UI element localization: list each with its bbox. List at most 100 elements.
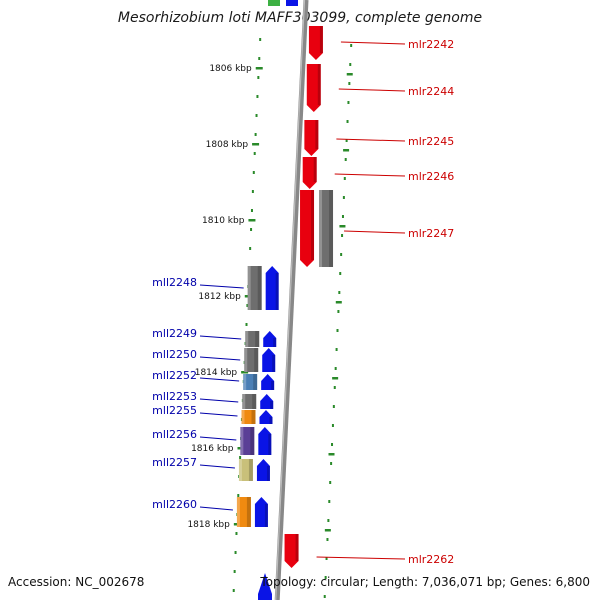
gene-label-leader [199,464,235,469]
reverse-gene-mll2248 [247,266,279,310]
forward-arrow [306,64,321,112]
reverse-gene-mll2253 [242,394,274,409]
gene-label: mll2250 [152,348,197,361]
gene-label: mlr2245 [408,135,454,148]
forward-gene-mlr2246 [302,157,317,189]
guide-dot [340,253,343,256]
forward-gene-mlr2244 [306,64,321,112]
forward-arrow [284,534,299,568]
gene-block [245,331,260,347]
guide-dot [233,570,236,573]
gene-block [247,266,262,310]
reverse-arrow [261,374,275,390]
accession-text: Accession: NC_002678 [8,575,145,589]
scale-tick-label: 1814 kbp [195,368,238,378]
guide-dot [330,462,333,465]
guide-dot [250,209,253,212]
genome-axis-line [274,0,309,600]
gene-block [238,459,253,481]
scale-tick-label: 1816 kbp [191,444,234,454]
guide-dot [344,158,347,161]
gene-label: mll2252 [152,369,197,382]
scale-tick-label: 1810 kbp [202,216,245,226]
guide-dot [345,139,348,142]
gene-label: mlr2262 [408,553,454,566]
guide-dot [257,76,260,79]
gene-label: mlr2246 [408,170,454,183]
gene-block [241,410,256,424]
scale-tick [328,453,335,456]
guide-dot [348,82,351,85]
gene-block [236,497,251,527]
gene-block [243,374,258,390]
scale-tick-label: 1808 kbp [206,140,249,150]
gene-label: mll2248 [152,276,197,289]
scale-tick [332,377,339,380]
guide-dot [256,95,259,98]
guide-dot [343,177,346,180]
guide-dot [332,405,335,408]
gene-label: mll2255 [152,404,197,417]
scale-tick [335,301,342,304]
guide-dot [254,133,257,136]
gene-label-leader [340,41,406,45]
gene-label: mlr2244 [408,85,454,98]
gene-label-leader [336,138,406,142]
guide-dot [239,456,242,459]
partial-gene-bottom [258,573,272,600]
gene-label-leader [199,436,237,441]
scale-tick [324,529,331,532]
scale-tick [343,149,350,152]
guide-dot [258,57,261,60]
guide-dot [347,101,350,104]
scale-tick [252,143,260,146]
reverse-gene-mll2256 [240,427,272,455]
guide-dot [331,424,334,427]
genome-axis [258,0,309,600]
reverse-arrow [254,497,268,527]
partial-gene-top [268,0,280,6]
guide-dot [335,348,338,351]
gene-label-leader [344,230,406,234]
guide-dot [234,551,237,554]
genome-title: Mesorhizobium loti MAFF303099, complete … [117,10,483,26]
guide-dot [337,310,340,313]
guide-dot [349,63,352,66]
scale-tick [248,219,256,222]
gene-label: mlr2242 [408,38,454,51]
reverse-arrow [263,331,277,347]
scale-tick [339,225,346,228]
guide-dot [245,323,248,326]
gene-label: mll2256 [152,428,197,441]
guide-dot [338,291,341,294]
reverse-arrow [265,266,279,310]
gene-label-leader [199,412,238,417]
reverse-arrow [259,410,273,424]
reverse-gene-mll2249 [245,331,277,347]
genome-summary-text: Topology: circular; Length: 7,036,071 bp… [260,575,590,589]
guide-dot [341,234,344,237]
forward-arrow [300,190,315,267]
gene-features [236,26,334,568]
gene-label-leader [199,377,240,382]
guide-dot [323,595,326,598]
guide-dot [341,215,344,218]
scale-tick [255,67,263,70]
guide-dot [252,171,255,174]
guide-dot [346,120,349,123]
guide-dot [328,500,331,503]
guide-dot [327,519,330,522]
reverse-gene-mll2252 [243,374,275,390]
gene-label-leader [199,356,241,361]
gene-block [319,190,334,267]
partial-gene-top [286,0,298,6]
reverse-gene-mll2257 [238,459,270,481]
gene-label: mll2253 [152,390,197,403]
reverse-arrow [260,394,274,409]
reverse-gene-mll2260 [236,497,268,527]
gene-label-leader [338,88,406,92]
gene-label-leader [334,173,406,177]
guide-dot [329,481,332,484]
